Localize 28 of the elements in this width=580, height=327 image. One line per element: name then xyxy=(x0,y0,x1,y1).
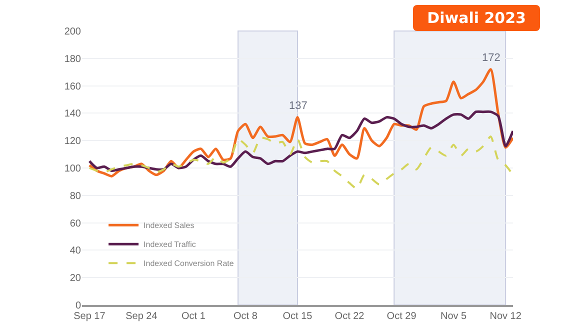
x-tick-label: Sep 24 xyxy=(126,311,158,322)
x-tick-label: Nov 12 xyxy=(490,311,522,322)
y-tick-label: 0 xyxy=(75,300,82,312)
y-tick-label: 120 xyxy=(64,136,82,148)
annotation: 172 xyxy=(482,52,500,64)
annotation: 137 xyxy=(289,100,308,112)
y-tick-label: 20 xyxy=(70,273,82,284)
y-tick-label: 160 xyxy=(64,81,82,92)
legend-label: Indexed Traffic xyxy=(144,240,196,250)
line-series xyxy=(88,110,513,172)
legend-label: Indexed Conversion Rate xyxy=(144,259,234,268)
y-tick-label: 60 xyxy=(70,218,82,230)
x-tick-label: Oct 29 xyxy=(386,311,417,322)
x-tick-label: Nov 5 xyxy=(440,311,468,322)
line-series xyxy=(88,135,513,190)
y-tick-label: 100 xyxy=(64,164,82,174)
x-tick-label: Oct 1 xyxy=(182,311,206,322)
legend-label: Indexed Sales xyxy=(144,221,194,230)
x-tick-label: Oct 15 xyxy=(282,311,313,322)
y-tick-label: 180 xyxy=(64,54,82,65)
x-tick-label: Oct 8 xyxy=(234,311,258,322)
y-tick-label: 140 xyxy=(64,108,82,120)
y-tick-label: 40 xyxy=(70,246,82,257)
x-tick-label: Sep 17 xyxy=(74,311,106,322)
x-tick-label: Oct 22 xyxy=(334,311,365,322)
y-tick-label: 200 xyxy=(64,26,82,38)
y-tick-label: 80 xyxy=(70,190,82,202)
chart-title: Diwali 2023 xyxy=(413,5,540,31)
